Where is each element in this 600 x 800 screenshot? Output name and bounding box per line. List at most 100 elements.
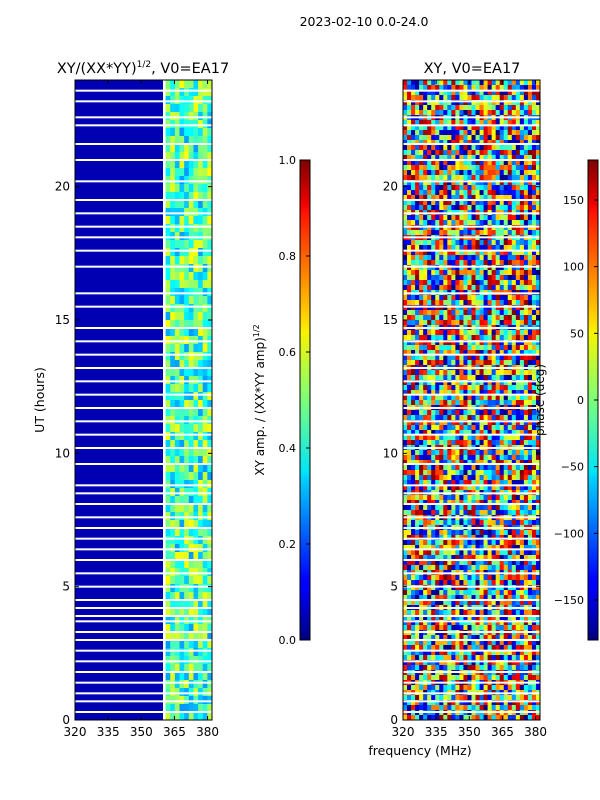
- amp-cell: [193, 536, 199, 545]
- phase-cell: [415, 415, 420, 421]
- phase-cell: [463, 595, 468, 601]
- amp-cell: [198, 480, 204, 489]
- phase-cell: [507, 675, 513, 681]
- phase-cell: [411, 470, 416, 476]
- phase-cell: [471, 430, 477, 436]
- amp-cell: [179, 688, 185, 697]
- phase-cell: [519, 400, 525, 406]
- phase-cell: [495, 155, 501, 161]
- phase-cell: [495, 460, 501, 466]
- phase-cell: [423, 130, 428, 136]
- panel-amplitude-title-text: XY/(XX*YY): [57, 61, 137, 77]
- phase-cell: [531, 90, 537, 96]
- phase-cell: [483, 150, 489, 156]
- phase-cell: [403, 190, 408, 196]
- amp-cell: [170, 192, 176, 201]
- amp-cell: [179, 480, 185, 489]
- phase-cell: [491, 635, 497, 641]
- phase-cell: [435, 80, 440, 86]
- phase-cell: [487, 635, 493, 641]
- amp-cell: [184, 88, 190, 97]
- amp-blank-row: [75, 681, 212, 684]
- phase-cell: [463, 280, 468, 286]
- phase-cell: [499, 675, 505, 681]
- amp-cell: [207, 176, 213, 185]
- phase-cell: [519, 380, 525, 386]
- phase-cell: [515, 615, 521, 621]
- phase-cell: [487, 625, 493, 631]
- phase-cell: [499, 110, 505, 116]
- phase-cell: [503, 190, 509, 196]
- phase-cell: [431, 155, 436, 161]
- phase-cell: [439, 475, 444, 481]
- phase-cell: [415, 350, 420, 356]
- phase-cell: [435, 140, 440, 146]
- phase-cell: [463, 140, 468, 146]
- phase-cell: [523, 385, 529, 391]
- amp-cell: [170, 680, 176, 689]
- phase-cell: [515, 410, 521, 416]
- phase-cell: [483, 595, 489, 601]
- phase-cell: [507, 470, 513, 476]
- phase-cell: [439, 635, 444, 641]
- phase-cell: [511, 595, 517, 601]
- phase-cell: [455, 470, 460, 476]
- phase-cell: [531, 295, 537, 301]
- phase-cell: [535, 390, 541, 396]
- phase-cell: [511, 655, 517, 661]
- phase-cell: [475, 520, 481, 526]
- amp-cell: [198, 256, 204, 265]
- phase-cell: [411, 635, 416, 641]
- phase-cell: [487, 190, 493, 196]
- phase-cell: [407, 520, 412, 526]
- amp-cell: [193, 624, 199, 633]
- amp-cell: [193, 464, 199, 473]
- phase-cell: [495, 610, 501, 616]
- phase-cell: [427, 175, 432, 181]
- phase-cell: [415, 565, 420, 571]
- phase-cell: [435, 310, 440, 316]
- amp-cell: [207, 664, 213, 673]
- phase-cell: [527, 345, 533, 351]
- phase-cell: [523, 565, 529, 571]
- phase-cell: [527, 190, 533, 196]
- phase-cell: [519, 250, 525, 256]
- phase-cell: [459, 620, 464, 626]
- phase-cell: [475, 465, 481, 471]
- phase-cell: [451, 430, 456, 436]
- phase-cell: [463, 600, 468, 606]
- phase-cell: [507, 575, 513, 581]
- phase-cell: [407, 300, 412, 306]
- phase-cell: [511, 470, 517, 476]
- amp-cell: [198, 144, 204, 153]
- phase-cell: [459, 345, 464, 351]
- phase-cell: [439, 390, 444, 396]
- phase-cell: [479, 380, 485, 386]
- phase-cell: [515, 500, 521, 506]
- phase-cell: [535, 270, 541, 276]
- phase-cell: [527, 530, 533, 536]
- phase-cell: [431, 120, 436, 126]
- phase-cell: [447, 440, 452, 446]
- amp-cell: [198, 576, 204, 585]
- phase-cell: [507, 110, 513, 116]
- phase-cell: [515, 200, 521, 206]
- phase-cell: [411, 610, 416, 616]
- phase-cell: [403, 240, 408, 246]
- phase-cell: [431, 320, 436, 326]
- phase-cell: [515, 450, 521, 456]
- amp-cell: [184, 328, 190, 337]
- phase-cell: [455, 580, 460, 586]
- amp-cell: [165, 640, 171, 649]
- phase-cell: [531, 485, 537, 491]
- amp-cell: [170, 344, 176, 353]
- phase-cell: [527, 240, 533, 246]
- phase-cell: [487, 470, 493, 476]
- phase-cell: [431, 485, 436, 491]
- phase-cell: [439, 665, 444, 671]
- phase-cell: [415, 585, 420, 591]
- phase-cell: [439, 155, 444, 161]
- phase-cell: [507, 430, 513, 436]
- amp-cell: [202, 504, 208, 513]
- phase-cell: [403, 660, 408, 666]
